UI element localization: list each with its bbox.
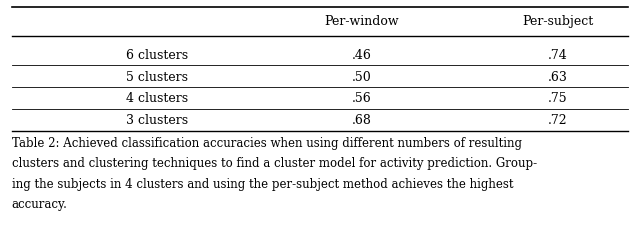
Text: .46: .46 bbox=[351, 49, 372, 61]
Text: 4 clusters: 4 clusters bbox=[125, 92, 188, 105]
Text: .50: .50 bbox=[352, 70, 371, 83]
Text: ing the subjects in 4 clusters and using the per-subject method achieves the hig: ing the subjects in 4 clusters and using… bbox=[12, 177, 513, 190]
Text: 6 clusters: 6 clusters bbox=[125, 49, 188, 61]
Text: 3 clusters: 3 clusters bbox=[125, 114, 188, 127]
Text: .72: .72 bbox=[548, 114, 568, 127]
Text: .68: .68 bbox=[351, 114, 372, 127]
Text: accuracy.: accuracy. bbox=[12, 197, 67, 210]
Text: .63: .63 bbox=[548, 70, 568, 83]
Text: .56: .56 bbox=[352, 92, 371, 105]
Text: .75: .75 bbox=[548, 92, 568, 105]
Text: .74: .74 bbox=[548, 49, 568, 61]
Text: clusters and clustering techniques to find a cluster model for activity predicti: clusters and clustering techniques to fi… bbox=[12, 157, 537, 170]
Text: Per-window: Per-window bbox=[324, 15, 399, 28]
Text: Table 2: Achieved classification accuracies when using different numbers of resu: Table 2: Achieved classification accurac… bbox=[12, 137, 522, 150]
Text: Per-subject: Per-subject bbox=[522, 15, 594, 28]
Text: 5 clusters: 5 clusters bbox=[126, 70, 188, 83]
